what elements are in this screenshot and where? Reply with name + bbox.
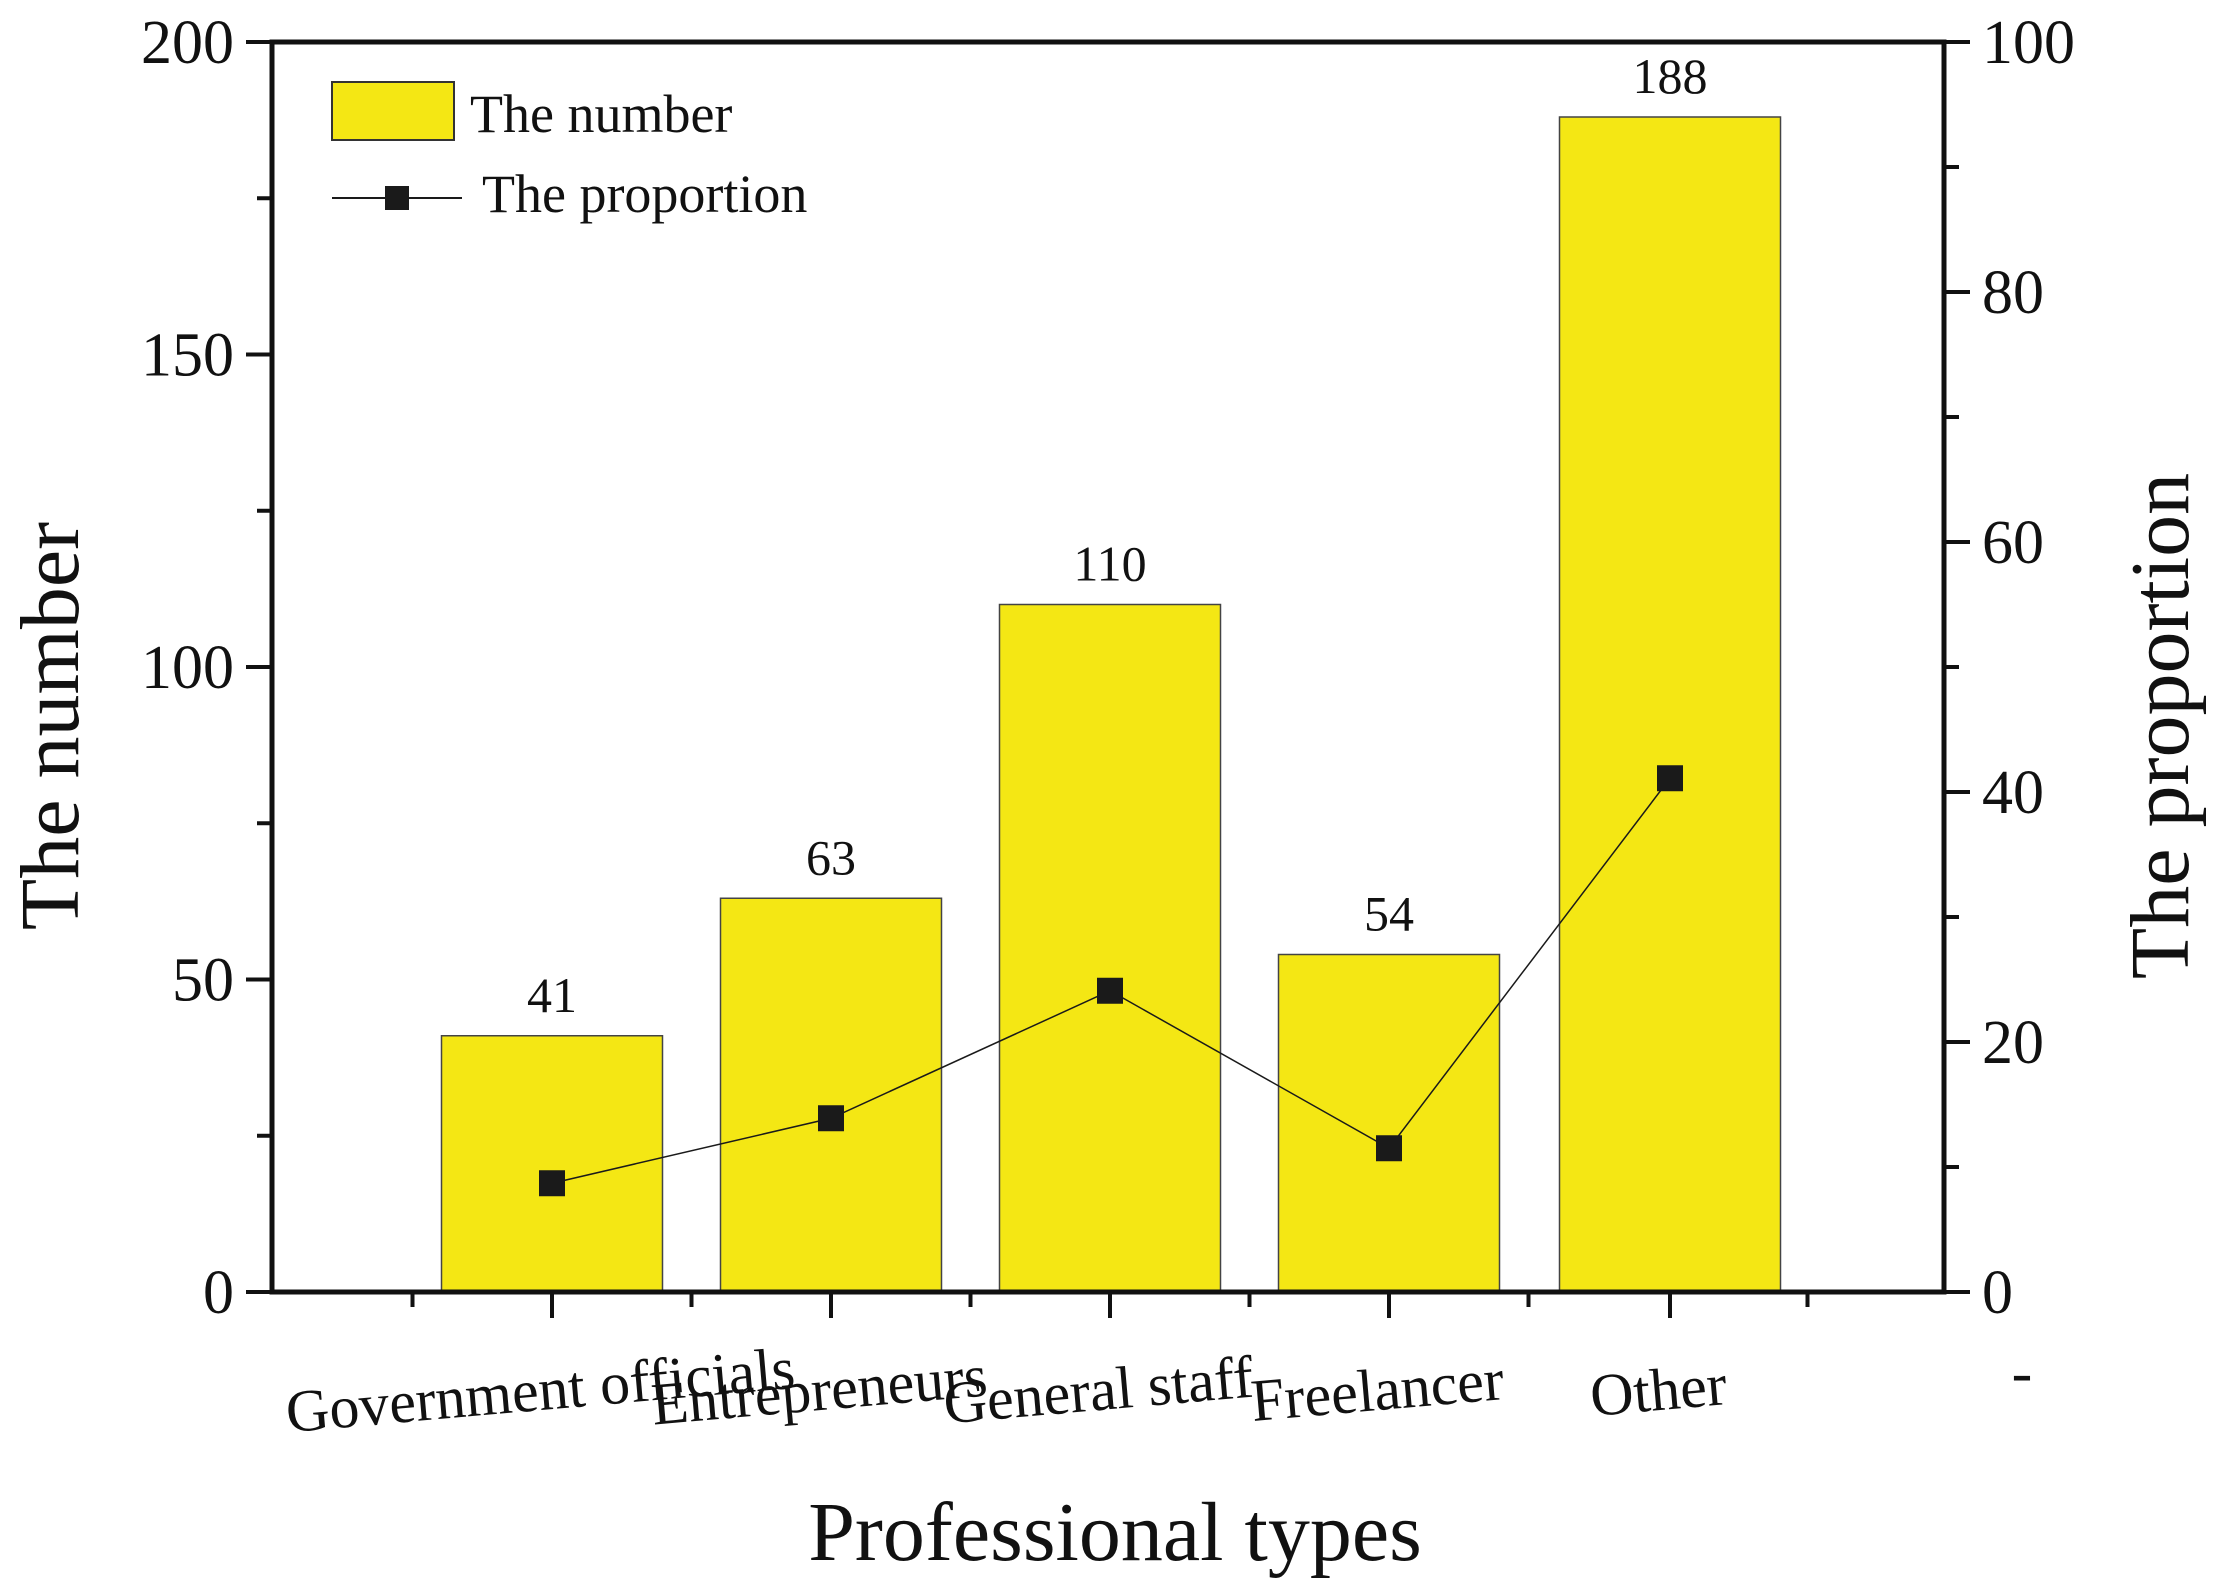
y-axis-title-right: The proportion — [2114, 473, 2207, 979]
y-left-tick-label: 0 — [203, 1259, 234, 1327]
bar-value-label: 54 — [1364, 886, 1414, 942]
y-right-tick-label: 80 — [1982, 259, 2044, 327]
legend: The number The proportion — [331, 81, 807, 224]
y-left-tick-label: 100 — [141, 634, 234, 702]
bar-value-label: 41 — [527, 967, 577, 1023]
proportion-marker — [1657, 765, 1683, 792]
bar-value-label: 63 — [806, 829, 856, 885]
proportion-marker — [1097, 977, 1123, 1004]
bar — [1277, 953, 1501, 1293]
y-right-tick-label: 60 — [1982, 509, 2044, 577]
y-right-tick-label: 40 — [1982, 759, 2044, 827]
y-left-tick-label: 150 — [141, 322, 234, 390]
bar — [998, 603, 1222, 1293]
x-category-label: Other — [1587, 1351, 1729, 1429]
y-left-tick-label: 200 — [141, 9, 234, 77]
x-category-label: General staff — [941, 1344, 1256, 1437]
legend-label-proportion: The proportion — [482, 164, 807, 224]
axes-layer — [246, 39, 1970, 1318]
bar-value-label: 110 — [1073, 536, 1146, 592]
y-axis-title-left: The number — [4, 522, 97, 930]
y-left-tick-label: 50 — [172, 947, 234, 1015]
bar — [719, 897, 943, 1293]
y-right-tick-label: 100 — [1982, 9, 2075, 77]
proportion-marker — [818, 1105, 844, 1132]
x-category-label: Freelancer — [1248, 1346, 1506, 1434]
bar-value-label: 188 — [1633, 48, 1708, 104]
legend-label-number: The number — [470, 84, 732, 144]
proportion-line-layer — [539, 765, 1683, 1197]
x-axis-title: Professional types — [808, 1486, 1422, 1579]
y-right-tick-label: 0 — [1982, 1259, 2013, 1327]
legend-swatch-marker — [385, 186, 409, 210]
legend-swatch-bar — [331, 81, 455, 141]
extra-tick-label: - — [2012, 1339, 2033, 1407]
bars-layer — [440, 116, 1782, 1293]
proportion-marker — [539, 1170, 565, 1197]
proportion-marker — [1376, 1135, 1402, 1162]
bar — [440, 1035, 664, 1293]
y-right-tick-label: 20 — [1982, 1009, 2044, 1077]
bar — [1558, 116, 1782, 1293]
